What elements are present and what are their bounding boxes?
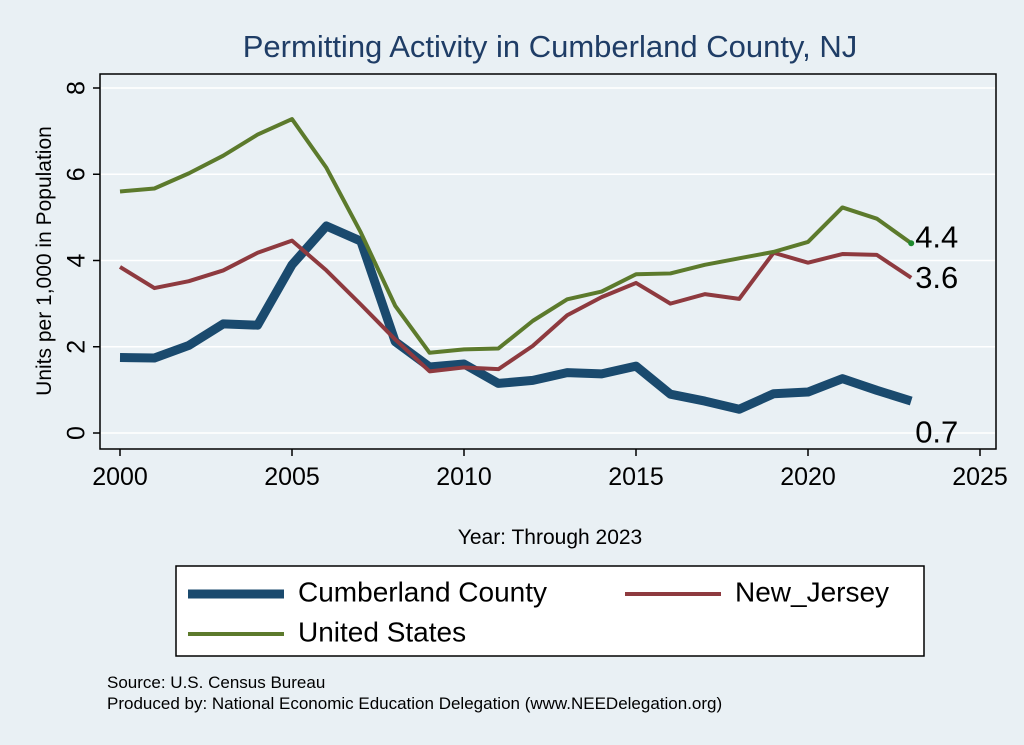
chart-title: Permitting Activity in Cumberland County… [243,29,858,64]
end-label: 3.6 [915,260,958,295]
y-axis: 0 2 4 6 8 [63,81,100,440]
y-tick-label: 8 [63,81,91,95]
x-tick-label: 2025 [952,463,1008,491]
end-labels: 0.7 3.6 4.4 [915,219,958,449]
y-tick-label: 2 [63,340,91,354]
x-tick-label: 2000 [92,463,148,491]
source-note: Source: U.S. Census Bureau [107,673,325,692]
legend-items: Cumberland County New_Jersey United States [188,576,889,647]
legend [175,565,925,657]
x-tick-label: 2015 [608,463,664,491]
producer-note: Produced by: National Economic Education… [107,694,722,713]
us-end-point [908,240,915,247]
x-axis: 2000 2005 2010 2015 2020 2025 [92,449,1008,491]
plot-area [99,73,997,450]
series-group [118,117,915,414]
legend-label: United States [298,616,466,647]
series-line-united-states [119,117,913,355]
y-tick-label: 4 [63,253,91,267]
x-axis-label: Year: Through 2023 [458,526,643,549]
grid [101,87,995,434]
x-tick-label: 2020 [780,463,836,491]
y-axis-label: Units per 1,000 in Population [33,126,56,396]
series-line-cumberland-county [119,221,913,414]
x-tick-label: 2005 [264,463,320,491]
y-tick-label: 0 [63,426,91,440]
x-tick-label: 2010 [436,463,492,491]
legend-label: New_Jersey [735,576,889,607]
y-tick-label: 6 [63,167,91,181]
end-label: 4.4 [915,219,958,254]
end-label: 0.7 [915,414,958,449]
legend-label: Cumberland County [298,576,547,607]
series-line-new-jersey [118,238,913,374]
